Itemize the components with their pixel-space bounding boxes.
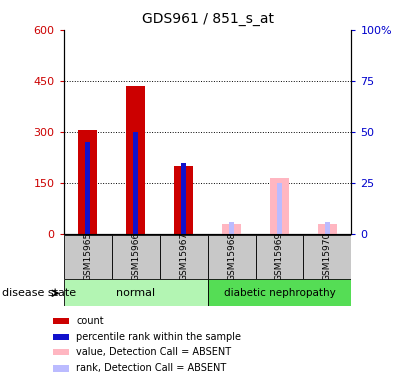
Text: value, Detection Call = ABSENT: value, Detection Call = ABSENT [76, 347, 231, 357]
FancyBboxPatch shape [159, 235, 208, 279]
Bar [133, 132, 138, 234]
Bar [181, 163, 186, 234]
Bar [78, 130, 97, 234]
FancyBboxPatch shape [303, 235, 351, 279]
Bar [53, 334, 69, 340]
Text: normal: normal [116, 288, 155, 297]
Text: disease state: disease state [2, 288, 76, 298]
Bar [318, 224, 337, 234]
Text: GSM15967: GSM15967 [179, 232, 188, 281]
FancyBboxPatch shape [64, 235, 112, 279]
Text: count: count [76, 316, 104, 326]
Bar [222, 224, 241, 234]
Bar [229, 222, 234, 234]
Text: rank, Detection Call = ABSENT: rank, Detection Call = ABSENT [76, 363, 227, 374]
FancyBboxPatch shape [112, 235, 159, 279]
Text: diabetic nephropathy: diabetic nephropathy [224, 288, 335, 297]
Text: GSM15968: GSM15968 [227, 232, 236, 281]
Bar [53, 349, 69, 355]
FancyBboxPatch shape [208, 235, 256, 279]
Text: GSM15970: GSM15970 [323, 232, 332, 281]
Text: GSM15965: GSM15965 [83, 232, 92, 281]
Text: GSM15969: GSM15969 [275, 232, 284, 281]
Bar [85, 142, 90, 234]
Bar [270, 178, 289, 234]
Bar [174, 166, 193, 234]
Bar [126, 86, 145, 234]
FancyBboxPatch shape [256, 235, 303, 279]
Title: GDS961 / 851_s_at: GDS961 / 851_s_at [141, 12, 274, 26]
Bar [53, 318, 69, 324]
Bar [325, 222, 330, 234]
FancyBboxPatch shape [64, 279, 208, 306]
FancyBboxPatch shape [208, 279, 351, 306]
Bar [277, 183, 282, 234]
Text: GSM15966: GSM15966 [131, 232, 140, 281]
Bar [53, 365, 69, 372]
Text: percentile rank within the sample: percentile rank within the sample [76, 332, 241, 342]
